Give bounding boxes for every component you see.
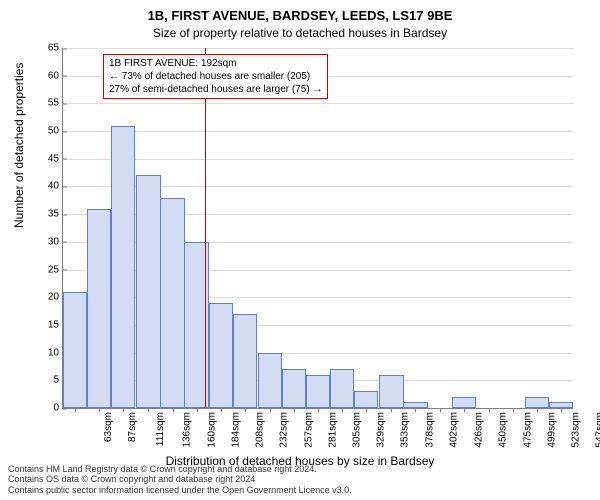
histogram-bar xyxy=(87,209,111,408)
x-tick-label: 232sqm xyxy=(278,412,289,448)
x-tick-label: 499sqm xyxy=(546,412,557,448)
histogram-bar xyxy=(379,375,403,408)
x-tick-label: 160sqm xyxy=(206,412,217,448)
x-tick-label: 87sqm xyxy=(127,412,138,442)
histogram-bar xyxy=(111,126,135,408)
histogram-bar xyxy=(330,369,354,408)
x-tick-label: 353sqm xyxy=(400,412,411,448)
x-tick-label: 281sqm xyxy=(328,412,339,448)
x-tick-label: 305sqm xyxy=(352,412,363,448)
x-tick-mark xyxy=(75,408,76,412)
y-tick-label: 55 xyxy=(48,98,63,109)
x-tick-mark xyxy=(221,408,222,412)
gridline xyxy=(63,159,573,160)
x-tick-label: 402sqm xyxy=(449,412,460,448)
y-axis-label: Number of detached properties xyxy=(12,63,26,228)
reference-line xyxy=(205,48,206,408)
histogram-bar xyxy=(209,303,233,408)
y-tick-label: 65 xyxy=(48,43,63,54)
x-tick-label: 136sqm xyxy=(182,412,193,448)
gridline xyxy=(63,131,573,132)
x-tick-label: 111sqm xyxy=(155,412,166,446)
title-sub: Size of property relative to detached ho… xyxy=(0,26,600,40)
footer-line-3: Contains public sector information licen… xyxy=(8,485,592,496)
x-tick-mark xyxy=(537,408,538,412)
x-tick-label: 208sqm xyxy=(254,412,265,448)
x-tick-mark xyxy=(173,408,174,412)
x-tick-mark xyxy=(318,408,319,412)
x-tick-label: 329sqm xyxy=(376,412,387,448)
x-tick-mark xyxy=(513,408,514,412)
histogram-bar xyxy=(452,397,476,408)
x-tick-mark xyxy=(440,408,441,412)
x-tick-label: 450sqm xyxy=(497,412,508,448)
y-tick-label: 0 xyxy=(53,403,63,414)
x-tick-mark xyxy=(270,408,271,412)
x-tick-label: 523sqm xyxy=(571,412,582,448)
histogram-bar xyxy=(63,292,87,408)
y-tick-label: 60 xyxy=(48,70,63,81)
title-main: 1B, FIRST AVENUE, BARDSEY, LEEDS, LS17 9… xyxy=(0,8,600,23)
y-tick-label: 25 xyxy=(48,264,63,275)
chart-container: 1B, FIRST AVENUE, BARDSEY, LEEDS, LS17 9… xyxy=(0,0,600,500)
x-tick-label: 547sqm xyxy=(595,412,600,448)
y-tick-label: 45 xyxy=(48,153,63,164)
gridline xyxy=(63,103,573,104)
histogram-bar xyxy=(282,369,306,408)
histogram-bar xyxy=(233,314,257,408)
y-tick-label: 35 xyxy=(48,209,63,220)
x-tick-mark xyxy=(197,408,198,412)
histogram-bar xyxy=(160,198,184,408)
x-tick-mark xyxy=(294,408,295,412)
footer-attribution: Contains HM Land Registry data © Crown c… xyxy=(8,464,592,496)
y-tick-label: 5 xyxy=(53,375,63,386)
histogram-bar xyxy=(306,375,330,408)
x-tick-mark xyxy=(464,408,465,412)
footer-line-2: Contains OS data © Crown copyright and d… xyxy=(8,474,592,485)
x-tick-label: 63sqm xyxy=(103,412,114,442)
x-tick-mark xyxy=(366,408,367,412)
x-tick-label: 257sqm xyxy=(303,412,314,448)
histogram-bar xyxy=(258,353,282,408)
y-tick-label: 15 xyxy=(48,319,63,330)
x-tick-mark xyxy=(148,408,149,412)
x-tick-mark xyxy=(489,408,490,412)
y-tick-label: 10 xyxy=(48,347,63,358)
x-tick-mark xyxy=(342,408,343,412)
histogram-bar xyxy=(525,397,549,408)
y-tick-label: 20 xyxy=(48,292,63,303)
x-tick-mark xyxy=(99,408,100,412)
y-tick-label: 40 xyxy=(48,181,63,192)
annotation-line-2: ← 73% of detached houses are smaller (20… xyxy=(109,70,322,83)
y-tick-label: 50 xyxy=(48,126,63,137)
histogram-bar xyxy=(354,391,378,408)
x-tick-mark xyxy=(561,408,562,412)
plot-area: 0510152025303540455055606563sqm87sqm111s… xyxy=(62,48,573,409)
y-tick-label: 30 xyxy=(48,236,63,247)
gridline xyxy=(63,48,573,49)
annotation-line-3: 27% of semi-detached houses are larger (… xyxy=(109,83,322,96)
x-tick-label: 475sqm xyxy=(522,412,533,448)
annotation-box: 1B FIRST AVENUE: 192sqm ← 73% of detache… xyxy=(103,54,328,99)
x-tick-mark xyxy=(245,408,246,412)
x-tick-mark xyxy=(391,408,392,412)
annotation-line-1: 1B FIRST AVENUE: 192sqm xyxy=(109,57,322,70)
footer-line-1: Contains HM Land Registry data © Crown c… xyxy=(8,464,592,475)
x-tick-mark xyxy=(123,408,124,412)
x-tick-label: 378sqm xyxy=(425,412,436,448)
x-tick-label: 426sqm xyxy=(473,412,484,448)
x-tick-mark xyxy=(415,408,416,412)
histogram-bar xyxy=(136,175,160,408)
x-tick-label: 184sqm xyxy=(230,412,241,448)
